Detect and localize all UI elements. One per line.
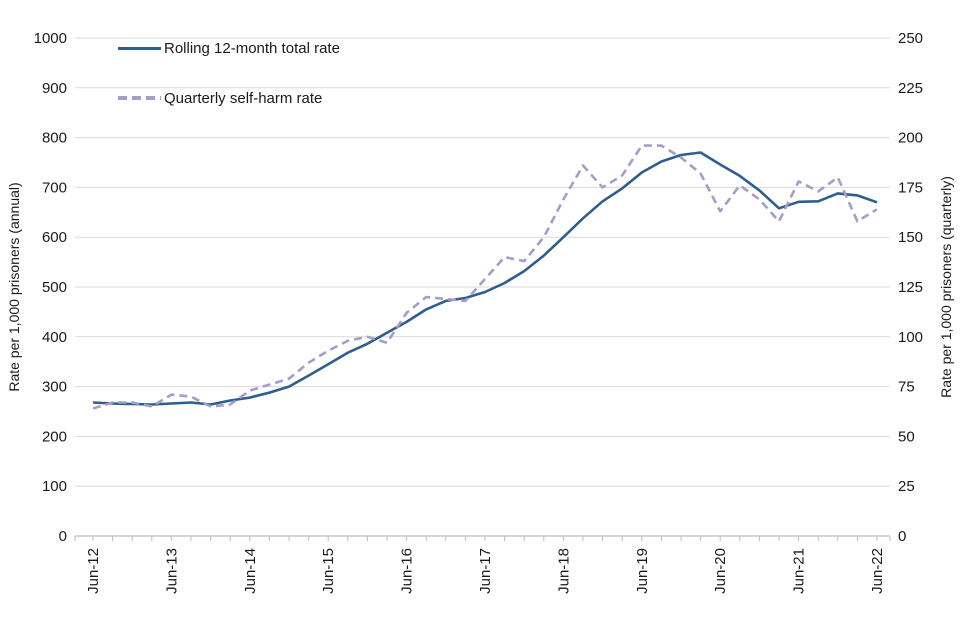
legend-item-rolling-rate: Rolling 12-month total rate [118,38,340,58]
y-axis-right-tick-label: 225 [898,80,923,97]
legend-label-quarterly-rate: Quarterly self-harm rate [164,89,323,107]
y-axis-right-tick-label: 150 [898,229,923,246]
x-axis-tick-label: Jun-18 [555,548,572,594]
y-axis-right-tick-label: 0 [898,528,906,545]
y-axis-left-tick-label: 700 [42,179,67,196]
legend-item-quarterly-rate: Quarterly self-harm rate [118,88,340,108]
y-axis-left-tick-label: 400 [42,329,67,346]
x-axis-tick-label: Jun-12 [85,548,102,594]
x-axis-tick-label: Jun-22 [869,548,886,594]
y-axis-left-tick-label: 200 [42,428,67,445]
y-axis-left-tick-label: 600 [42,229,67,246]
y-axis-left-tick-label: 500 [42,279,67,296]
legend-label-rolling-rate: Rolling 12-month total rate [164,39,340,57]
chart-legend: Rolling 12-month total rate Quarterly se… [118,38,340,138]
x-axis-tick-label: Jun-13 [163,548,180,594]
y-axis-right-tick-label: 50 [898,428,915,445]
x-axis-tick-label: Jun-16 [399,548,416,594]
series-line-rolling-rate [92,151,878,406]
x-axis-tick-label: Jun-20 [712,548,729,594]
y-axis-right-title: Rate per 1,000 prisoners (quarterly) [938,176,954,398]
y-axis-left-tick-label: 100 [42,478,67,495]
x-axis-tick-label: Jun-14 [242,548,259,594]
y-axis-right-tick-label: 75 [898,379,915,396]
y-axis-left-tick-label: 300 [42,379,67,396]
y-axis-right-tick-label: 125 [898,279,923,296]
legend-dashed-line-icon [118,96,161,100]
y-axis-right-tick-label: 25 [898,478,915,495]
x-axis-tick-label: Jun-17 [477,548,494,594]
y-axis-left-title: Rate per 1,000 prisoners (annual) [6,182,22,392]
x-axis-tick-label: Jun-15 [320,548,337,594]
y-axis-right-tick-label: 200 [898,130,923,147]
y-axis-right-tick-label: 175 [898,179,923,196]
y-axis-left-tick-label: 1000 [34,30,67,47]
y-axis-left-tick-label: 900 [42,80,67,97]
y-axis-left-tick-label: 0 [59,528,67,545]
y-axis-right-tick-label: 250 [898,30,923,47]
series-line-quarterly-rate [92,144,878,410]
y-axis-left-tick-label: 800 [42,130,67,147]
y-axis-right-tick-label: 100 [898,329,923,346]
legend-solid-line-icon [118,46,161,50]
x-axis-tick-label: Jun-21 [791,548,808,594]
x-axis-tick-label: Jun-19 [634,548,651,594]
